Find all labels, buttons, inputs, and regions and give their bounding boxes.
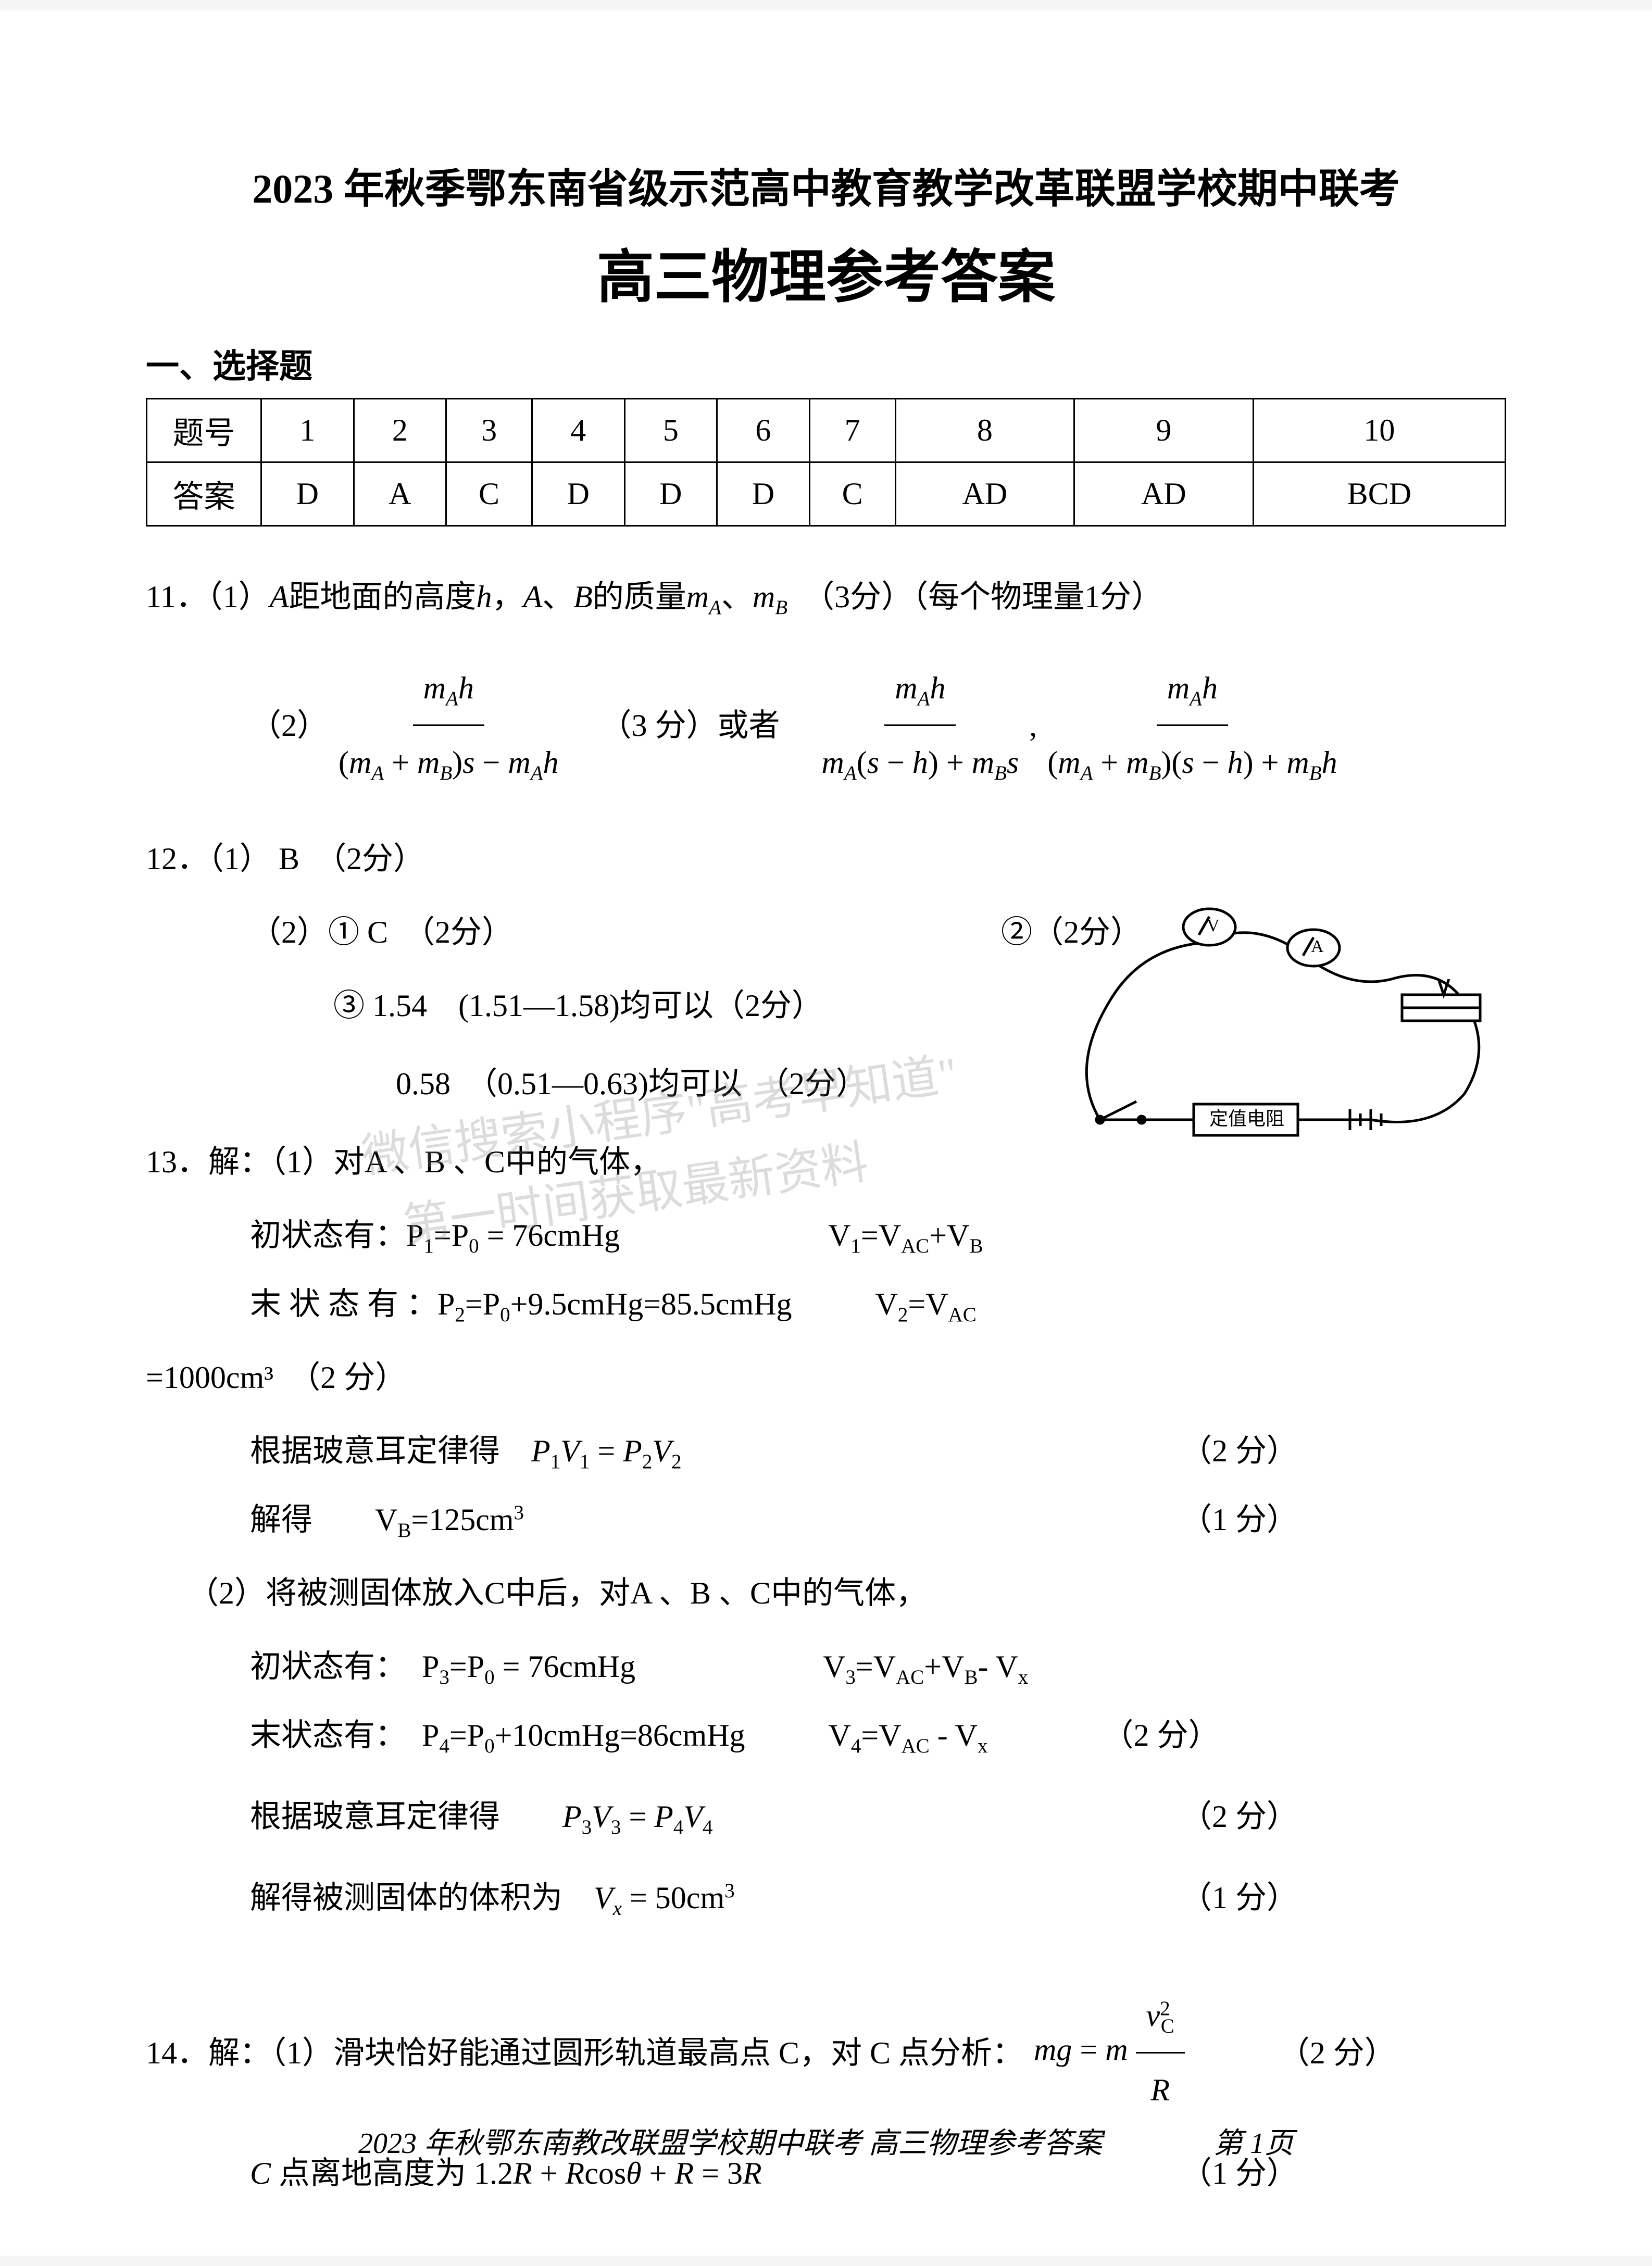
row-label-question: 题号 (147, 399, 261, 462)
q13-l2a: 初状态有：P1=P0 = 76cmHg (250, 1201, 620, 1270)
q11-frac2: mAh mA(s − h) + mBs (811, 652, 1030, 799)
q14-l1pts: （2 分） (1279, 2019, 1396, 2087)
q13-l5a: 解得 VB=125cm3 (250, 1485, 524, 1554)
q11-frac3: mAh (mA + mB)(s − h) + mBh (1037, 652, 1347, 799)
q13-l3a: 末 状 态 有 ：P2=P0+9.5cmHg=85.5cmHg (250, 1270, 792, 1338)
q13-l4: 根据玻意耳定律得 P1V1 = P2V2 （2 分） (146, 1417, 1506, 1485)
ans: AD (1074, 462, 1254, 526)
qnum: 9 (1074, 399, 1254, 462)
q11-part1: 11．（1）A距地面的高度h，A、B的质量mA、mB （3分）（每个物理量1分） (146, 558, 1506, 636)
ans: C (809, 462, 895, 526)
q13-l7: 初状态有： P3=P0 = 76cmHg V3=VAC+VB- Vx (146, 1632, 1506, 1701)
qnum: 2 (354, 399, 446, 462)
qnum: 6 (717, 399, 810, 462)
q14-l1a: 14．解：（1）滑块恰好能通过圆形轨道最高点 C，对 C 点分析： (146, 2019, 1023, 2087)
q13-l3c: =1000cm³ （2 分） (146, 1338, 1506, 1417)
qnum: 10 (1253, 399, 1505, 462)
table-row: 答案 D A C D D D C AD AD BCD (147, 462, 1506, 526)
circuit-diagram: V A 定值电阻 (1037, 885, 1506, 1156)
q13-l9a: 根据玻意耳定律得 P3V3 = P4V4 (250, 1782, 712, 1851)
q13-l8b: V4=VAC - Vx (829, 1701, 988, 1770)
voltmeter-label: V (1207, 916, 1220, 935)
ans: BCD (1253, 462, 1505, 526)
q13-l10: 解得被测固体的体积为 Vx = 50cm3 （1 分） (146, 1863, 1506, 1932)
q14-l1: 14．解：（1）滑块恰好能通过圆形轨道最高点 C，对 C 点分析： mg = m… (146, 1979, 1506, 2126)
ans: D (532, 462, 625, 526)
q11-p2-label: （2） (250, 691, 328, 760)
q13-l3b: V2=VAC (875, 1270, 977, 1338)
answer-table: 题号 1 2 3 4 5 6 7 8 9 10 答案 D A C D D D C… (146, 398, 1506, 527)
footer-text: 2023 年秋鄂东南教改联盟学校期中联考 高三物理参考答案 (358, 2127, 1102, 2160)
q14-eq: mg = m v2C R (1034, 1979, 1185, 2126)
ans: D (624, 462, 717, 526)
q13-l2b: V1=VAC+VB (828, 1201, 983, 1270)
q13-l10pts: （1 分） (1181, 1863, 1506, 1932)
exam-title-line2: 高三物理参考答案 (146, 230, 1506, 314)
q11-frac1: mAh (mA + mB)s − mAh (328, 652, 569, 799)
q13-l4pts: （2 分） (1181, 1417, 1506, 1485)
q13-l9: 根据玻意耳定律得 P3V3 = P4V4 （2 分） (146, 1782, 1506, 1851)
ans: AD (895, 462, 1074, 526)
q13-l8a: 末状态有： P4=P0+10cmHg=86cmHg (250, 1701, 745, 1770)
q13-l9pts: （2 分） (1181, 1782, 1506, 1851)
qnum: 8 (895, 399, 1074, 462)
ans: A (354, 462, 446, 526)
ans: D (717, 462, 810, 526)
page: 2023 年秋季鄂东南省级示范高中教育教学改革联盟学校期中联考 高三物理参考答案… (0, 10, 1652, 2256)
qnum: 4 (532, 399, 625, 462)
q13-l6: （2）将被测固体放入C中后，对A 、B 、C中的气体， (146, 1554, 1506, 1632)
q13-l2: 初状态有：P1=P0 = 76cmHg V1=VAC+VB (146, 1201, 1506, 1270)
qnum: 7 (809, 399, 895, 462)
q13-l10a: 解得被测固体的体积为 Vx = 50cm3 (250, 1863, 735, 1932)
ans: D (261, 462, 354, 526)
q12-l2a: （2）① C （2分） (250, 898, 513, 967)
ans: C (446, 462, 532, 526)
q13-l4a: 根据玻意耳定律得 P1V1 = P2V2 (250, 1417, 681, 1485)
q13-l5: 解得 VB=125cm3 （1 分） (146, 1485, 1506, 1554)
qnum: 5 (624, 399, 717, 462)
qnum: 1 (261, 399, 354, 462)
resistor-label: 定值电阻 (1209, 1108, 1284, 1129)
q11-p2-pts: （3 分）或者 (600, 691, 780, 760)
section1-heading: 一、选择题 (146, 340, 1506, 387)
q13-l8: 末状态有： P4=P0+10cmHg=86cmHg V4=VAC - Vx （2… (146, 1701, 1506, 1770)
q13-l3: 末 状 态 有 ：P2=P0+9.5cmHg=85.5cmHg V2=VAC (146, 1270, 1506, 1338)
q13-l8pts: （2 分） (1102, 1701, 1219, 1770)
q13-l7b: V3=VAC+VB- Vx (823, 1632, 1028, 1701)
q13-l5pts: （1 分） (1181, 1485, 1506, 1554)
q11-comma: , (1029, 691, 1037, 760)
qnum: 3 (446, 399, 532, 462)
row-label-answer: 答案 (147, 462, 261, 526)
q11-part2: （2） mAh (mA + mB)s − mAh （3 分）或者 mAh mA(… (146, 652, 1506, 799)
page-footer: 2023 年秋鄂东南教改联盟学校期中联考 高三物理参考答案 第 1页 (0, 2120, 1652, 2162)
q13-l7a: 初状态有： P3=P0 = 76cmHg (250, 1632, 635, 1701)
table-row: 题号 1 2 3 4 5 6 7 8 9 10 (147, 399, 1506, 462)
footer-page: 第 1页 (1213, 2127, 1294, 2160)
ammeter-label: A (1311, 937, 1324, 956)
exam-title-line1: 2023 年秋季鄂东南省级示范高中教育教学改革联盟学校期中联考 (146, 156, 1506, 215)
